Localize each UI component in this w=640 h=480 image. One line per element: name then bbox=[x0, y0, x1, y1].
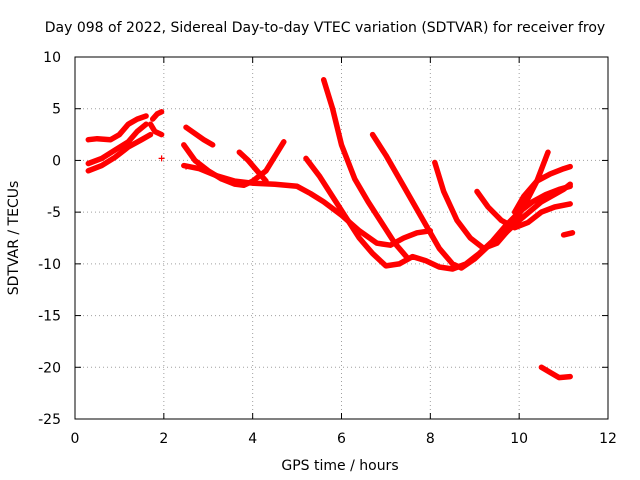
chart-title: Day 098 of 2022, Sidereal Day-to-day VTE… bbox=[45, 20, 605, 36]
series-arc-11 bbox=[320, 77, 411, 262]
y-tick-label: -20 bbox=[38, 360, 61, 376]
y-tick-label: -25 bbox=[38, 412, 61, 428]
x-tick-label: 4 bbox=[248, 431, 257, 447]
series-arc-14 bbox=[474, 188, 573, 231]
series-arc-15 bbox=[511, 163, 573, 215]
series-arc-6 bbox=[183, 124, 216, 148]
y-tick-label: 0 bbox=[52, 153, 61, 169]
y-tick-label: -5 bbox=[47, 205, 61, 221]
x-tick-label: 0 bbox=[71, 431, 80, 447]
y-tick-label: -15 bbox=[38, 309, 61, 325]
series-arc-9 bbox=[236, 149, 269, 184]
x-tick-label: 12 bbox=[599, 431, 617, 447]
series-arc-13 bbox=[432, 149, 551, 252]
series-arc-2 bbox=[85, 121, 149, 167]
series-arc-1 bbox=[85, 113, 149, 143]
y-tick-label: 5 bbox=[52, 102, 61, 118]
tick-layer: 0 2 4 6 8 10 12 -25 -20 -15 -10 -5 0 5 10 bbox=[38, 50, 617, 447]
series-arc-5 bbox=[149, 109, 165, 122]
x-tick-label: 2 bbox=[159, 431, 168, 447]
series-layer bbox=[85, 77, 576, 381]
x-tick-label: 6 bbox=[337, 431, 346, 447]
y-axis-label: SDTVAR / TECUs bbox=[6, 181, 22, 296]
series-arc-8 bbox=[181, 162, 434, 248]
series-arc-12 bbox=[369, 131, 573, 271]
y-tick-label: -10 bbox=[38, 257, 61, 273]
series-arc-16 bbox=[538, 364, 573, 381]
data-point bbox=[183, 163, 190, 170]
x-axis-label: GPS time / hours bbox=[281, 458, 398, 474]
x-tick-label: 8 bbox=[426, 431, 435, 447]
grid bbox=[75, 57, 608, 419]
x-tick-label: 10 bbox=[510, 431, 528, 447]
series-arc-17 bbox=[560, 230, 576, 238]
data-point bbox=[158, 155, 165, 162]
y-tick-label: 10 bbox=[43, 50, 61, 66]
series-arc-4 bbox=[147, 121, 165, 138]
series-arc-3 bbox=[85, 131, 154, 174]
series-arc-10 bbox=[303, 155, 573, 272]
